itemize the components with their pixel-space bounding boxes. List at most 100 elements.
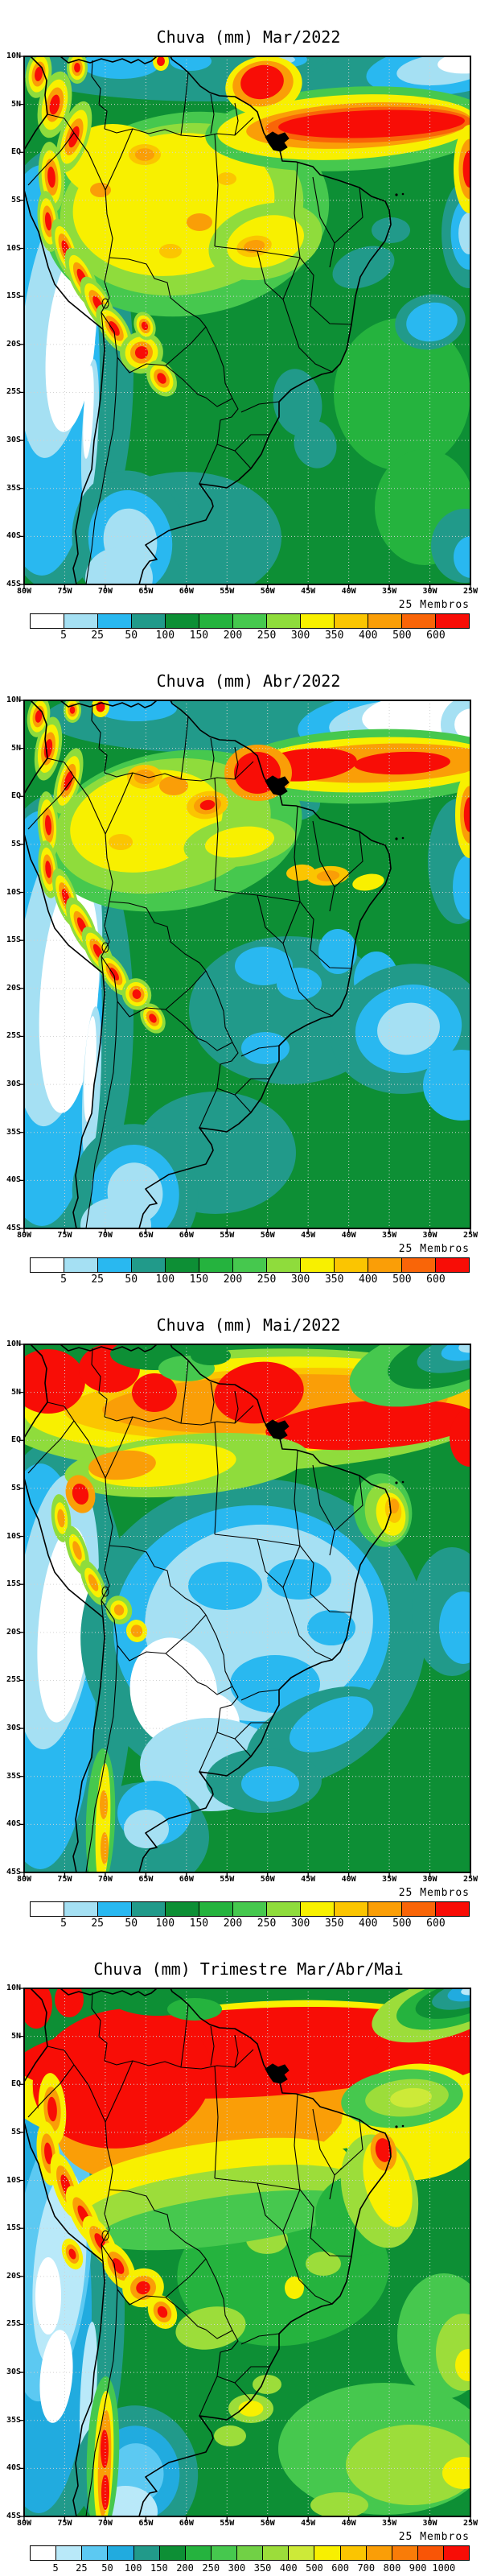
colorbar-tick-label: 50 <box>125 1918 138 1930</box>
colorbar-tick-label: 25 <box>91 1918 104 1930</box>
colorbar-tick-label: 250 <box>257 630 277 642</box>
colorbar-tick-label: 100 <box>155 1918 175 1930</box>
colorbar-segment <box>165 1901 199 1917</box>
colorbar-segment <box>97 1901 132 1917</box>
colorbar-tick-label: 300 <box>290 630 310 642</box>
lon-tick-label: 30W <box>422 1875 437 1884</box>
colorbar-segment <box>236 2545 264 2561</box>
colorbar-segment <box>199 1901 233 1917</box>
lat-tick-label: 10N <box>6 696 21 704</box>
colorbar-tick-label: 200 <box>176 2562 194 2574</box>
lat-tick-label: 5S <box>10 1483 21 1492</box>
colorbar-segment <box>435 613 470 629</box>
lon-tick-label: 70W <box>97 587 113 596</box>
lat-tick-label: 35S <box>6 2415 21 2425</box>
colorbar-segment <box>30 1901 64 1917</box>
colorbar <box>30 613 470 629</box>
lon-tick-label: 50W <box>260 1231 275 1240</box>
colorbar-segment <box>334 1257 368 1273</box>
colorbar-segment <box>334 613 368 629</box>
lon-tick-label: 40W <box>341 1231 356 1240</box>
colorbar-tick-label: 250 <box>202 2562 220 2574</box>
lon-tick-label: 50W <box>260 1875 275 1884</box>
lon-tick-label: 35W <box>382 587 397 596</box>
colorbar-tick-label: 400 <box>279 2562 298 2574</box>
colorbar-tick-label: 50 <box>101 2562 113 2574</box>
colorbar-tick-label: 250 <box>257 1918 277 1930</box>
panel-title: Chuva (mm) Mar/2022 <box>156 27 341 47</box>
colorbar-tick-label: 600 <box>426 1918 446 1930</box>
lon-tick-label: 80W <box>16 1231 32 1240</box>
lon-tick-label: 40W <box>341 1875 356 1884</box>
lat-tick-label: 40S <box>6 1819 21 1829</box>
lat-tick-label: 5S <box>10 839 21 848</box>
colorbar-tick-label: 400 <box>359 1274 378 1286</box>
colorbar-tick-label: 100 <box>155 630 175 642</box>
colorbar-tick-label: 5 <box>60 630 67 642</box>
lat-tick-label: 5N <box>10 743 21 753</box>
lon-tick-label: 75W <box>57 1875 72 1884</box>
colorbar-tick-label: 500 <box>392 1274 412 1286</box>
lon-tick-label: 25W <box>462 587 479 596</box>
lon-tick-label: 35W <box>382 2519 397 2528</box>
colorbar-segment <box>300 613 335 629</box>
lon-tick-label: 30W <box>422 587 437 596</box>
lon-tick-label: 65W <box>138 2519 154 2528</box>
panel-mai-2022: Chuva (mm) Mai/2022 25 Membros 10N 5N EQ 5S… <box>0 1288 497 1932</box>
lon-tick-label: 35W <box>382 1875 397 1884</box>
colorbar-tick-label: 350 <box>253 2562 272 2574</box>
lat-tick-label: 15S <box>6 1579 21 1589</box>
colorbar-segment <box>339 2545 367 2561</box>
lat-tick-label: 10S <box>6 2175 21 2185</box>
lat-tick-label: 15S <box>6 935 21 945</box>
lon-tick-label: 70W <box>97 1231 113 1240</box>
colorbar-segment <box>443 2545 470 2561</box>
colorbar-tick-label: 300 <box>290 1274 310 1286</box>
colorbar-segment <box>158 2545 186 2561</box>
lat-tick-label: 10N <box>6 1340 21 1348</box>
colorbar-segment <box>81 2545 109 2561</box>
lat-tick-label: 10S <box>6 243 21 253</box>
precip-map <box>19 1344 471 1877</box>
lon-tick-label: 55W <box>220 1231 235 1240</box>
lon-tick-label: 70W <box>97 2519 113 2528</box>
colorbar-tick-label: 400 <box>359 1918 378 1930</box>
colorbar-segment <box>131 1901 166 1917</box>
lon-tick-label: 25W <box>462 2519 479 2528</box>
colorbar-segment <box>288 2545 315 2561</box>
colorbar-tick-label: 350 <box>324 630 344 642</box>
lat-tick-label: 25S <box>6 387 21 397</box>
colorbar-tick-label: 800 <box>383 2562 401 2574</box>
colorbar-segment <box>435 1901 470 1917</box>
lat-tick-label: 45S <box>6 1868 21 1876</box>
colorbar-segment <box>232 1901 267 1917</box>
lat-tick-label: 10N <box>6 1984 21 1992</box>
lat-tick-label: 35S <box>6 1127 21 1137</box>
colorbar-tick-label: 50 <box>125 630 138 642</box>
colorbar-tick-label: 250 <box>257 1274 277 1286</box>
colorbar-tick-label: 5 <box>60 1274 67 1286</box>
colorbar-segment <box>401 1257 436 1273</box>
lat-tick-label: 5N <box>10 99 21 109</box>
lon-tick-label: 25W <box>462 1231 479 1240</box>
colorbar-segment <box>262 2545 290 2561</box>
lat-tick-label: 40S <box>6 1175 21 1185</box>
colorbar-segment <box>300 1901 335 1917</box>
colorbar-segment <box>165 613 199 629</box>
lat-tick-label: 30S <box>6 436 21 445</box>
panel-trimestre-mam: Chuva (mm) Trimestre Mar/Abr/Mai 25 Memb… <box>0 1932 497 2576</box>
map-area <box>19 1988 471 2521</box>
colorbar-tick-label: 150 <box>189 1918 209 1930</box>
lon-tick-label: 30W <box>422 2519 437 2528</box>
lon-tick-label: 70W <box>97 1875 113 1884</box>
colorbar-segment <box>133 2545 160 2561</box>
lon-tick-label: 30W <box>422 1231 437 1240</box>
colorbar-tick-label: 350 <box>324 1274 344 1286</box>
lat-tick-label: 45S <box>6 580 21 588</box>
precip-map <box>19 56 471 589</box>
lon-tick-label: 75W <box>57 1231 72 1240</box>
colorbar-tick-label: 5 <box>60 1918 67 1930</box>
lat-tick-label: 30S <box>6 1080 21 1089</box>
colorbar-segment <box>391 2545 418 2561</box>
colorbar-segment <box>266 1257 301 1273</box>
